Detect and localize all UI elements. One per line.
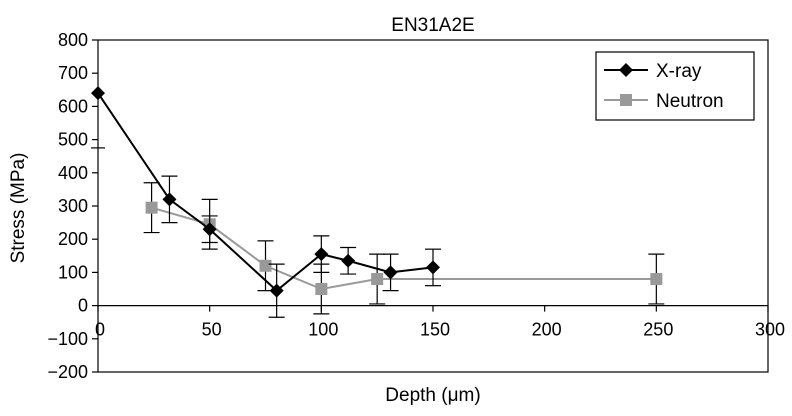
legend-marker [619,63,633,77]
data-point [314,247,329,262]
y-tick-label: 800 [58,30,88,50]
axes: −200 −100 0 100 200 300 400 500 600 700 800 0 50 100 1… [47,30,785,382]
y-tick-label: 200 [58,229,88,249]
legend-box [595,51,755,121]
legend-marker [620,94,632,106]
data-point [650,273,663,286]
data-point [91,86,105,101]
legend-item-x-ray: X-ray [604,61,702,82]
y-tick-label: 600 [58,96,88,116]
legend: X-ray Neutron [595,51,755,121]
data-point [371,273,384,286]
legend-label: X-ray [656,61,702,82]
series-line [97,92,434,292]
y-tick-label: 500 [58,130,88,150]
x-tick-label: 200 [532,320,562,340]
x-tick-label: 100 [308,320,338,340]
x-tick-label: 0 [95,320,105,340]
x-tick-label: 250 [643,320,673,340]
data-point [315,283,328,295]
y-tick-label: 300 [58,196,88,216]
data-point [341,253,356,268]
series-neutron [143,182,665,315]
x-tick-label: 150 [420,320,450,340]
y-tick-label: 100 [58,262,88,282]
chart-title: EN31A2E [391,15,474,36]
data-point [426,260,440,275]
data-point [162,192,177,207]
series-line [151,206,657,291]
x-axis-title: Depth (μm) [385,385,480,406]
legend-label: Neutron [656,91,724,112]
y-tick-label: 700 [58,63,88,83]
y-tick-label: 400 [58,163,88,183]
y-tick-label: −100 [47,329,88,349]
y-tick-label: 0 [78,296,88,316]
x-tick-label: 300 [755,320,785,340]
data-point [269,283,284,298]
y-tick-label: −200 [47,362,88,382]
y-axis-title: Stress (MPa) [8,153,29,264]
data-point [383,265,398,280]
legend-item-neutron: Neutron [604,91,724,112]
data-point [202,222,217,237]
x-tick-label: 50 [202,320,222,340]
series-x-ray [91,86,441,318]
data-point [145,201,158,214]
data-point [259,259,272,272]
series-layer [91,86,665,318]
